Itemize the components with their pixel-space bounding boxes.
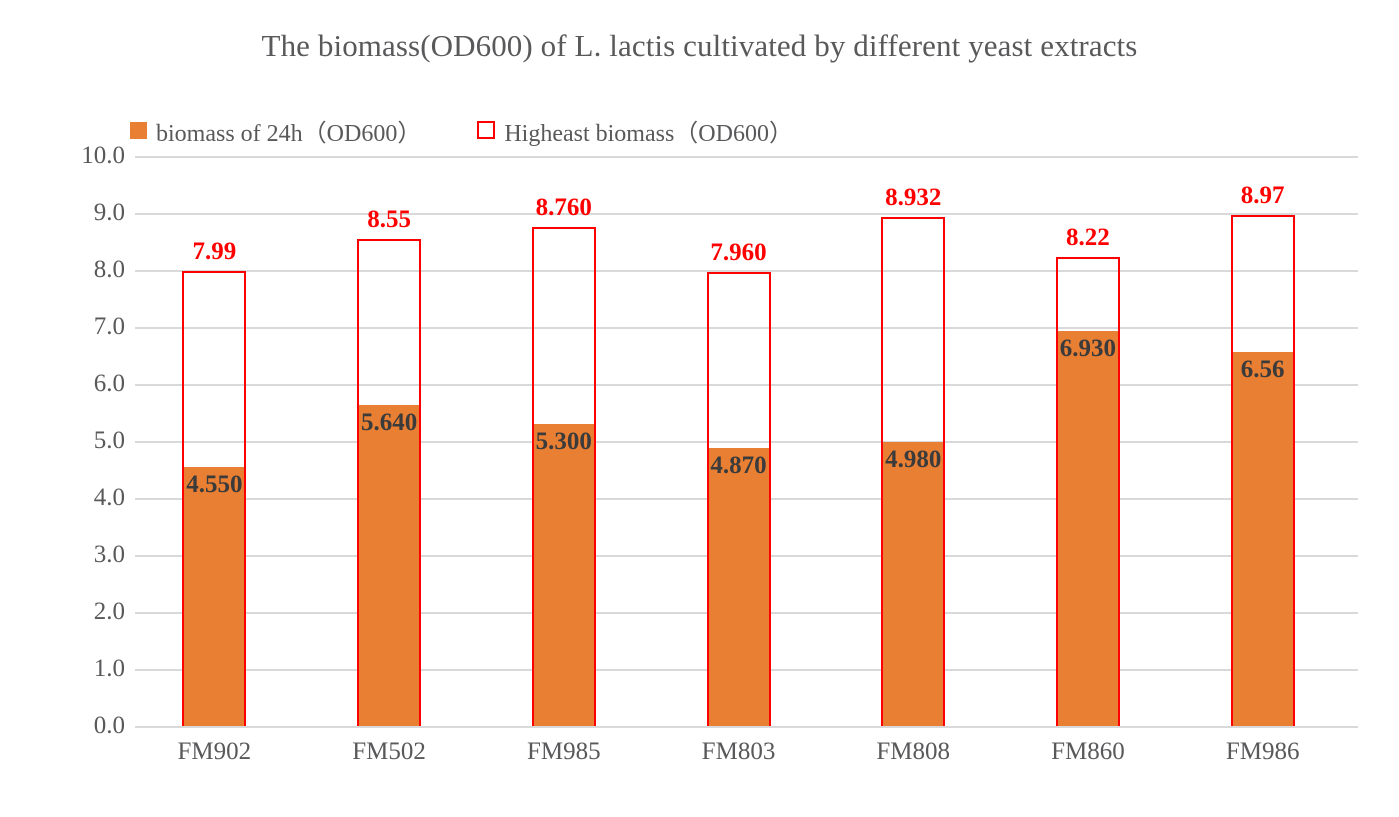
bar-biomass-24h[interactable] xyxy=(1230,352,1295,726)
gridline xyxy=(135,213,1358,215)
legend-label-highest-biomass: Higheast biomass（OD600） xyxy=(504,120,793,147)
gridline xyxy=(135,384,1358,386)
y-axis-tick-label: 0.0 xyxy=(93,712,125,739)
legend-label-biomass-24h: biomass of 24h（OD600） xyxy=(156,120,422,147)
bar-label-biomass-24h: 5.640 xyxy=(360,408,418,436)
y-axis-tick-label: 5.0 xyxy=(93,427,125,454)
bar-label-highest-biomass: 7.99 xyxy=(192,237,237,265)
bar-label-highest-biomass: 8.97 xyxy=(1240,181,1285,209)
y-axis-tick-label: 1.0 xyxy=(93,655,125,682)
bar-label-highest-biomass: 7.960 xyxy=(710,239,767,267)
y-axis-tick-label: 6.0 xyxy=(93,370,125,397)
bar-biomass-24h[interactable] xyxy=(706,448,771,726)
bar-label-biomass-24h: 6.56 xyxy=(1240,356,1285,384)
bar-label-highest-biomass: 8.760 xyxy=(535,193,592,221)
chart-title: The biomass(OD600) of L. lactis cultivat… xyxy=(261,28,1138,63)
x-axis-tick-label: FM860 xyxy=(1051,738,1125,765)
x-axis-tick-label: FM803 xyxy=(701,738,776,765)
y-axis-tick-label: 2.0 xyxy=(93,598,125,625)
x-axis-tick-label: FM808 xyxy=(876,738,951,765)
plot-area: 7.99 4.550 8.55 5.640 8.760 5.300 7.960 4.870 8.… xyxy=(135,156,1358,728)
gridline xyxy=(135,156,1358,158)
bar-label-highest-biomass: 8.932 xyxy=(885,183,942,211)
bar-biomass-24h[interactable] xyxy=(1055,331,1120,726)
y-axis-tick-label: 10.0 xyxy=(81,142,125,169)
filled-square-icon xyxy=(130,121,147,139)
bar-group[interactable]: 7.960 4.870 xyxy=(706,156,771,726)
bar-label-biomass-24h: 4.870 xyxy=(710,452,767,480)
bar-group[interactable]: 8.760 5.300 xyxy=(531,156,596,726)
legend-item-biomass-24h[interactable]: biomass of 24h（OD600） xyxy=(130,113,421,148)
bar-label-biomass-24h: 5.300 xyxy=(535,427,592,455)
bar-group[interactable]: 8.22 6.930 xyxy=(1055,156,1120,726)
y-axis-tick-label: 9.0 xyxy=(93,199,125,226)
y-axis-tick-label: 3.0 xyxy=(93,541,125,568)
chart-legend: biomass of 24h（OD600） Higheast biomass（O… xyxy=(130,113,793,147)
legend-item-highest-biomass[interactable]: Higheast biomass（OD600） xyxy=(477,113,793,148)
y-axis-tick-label: 4.0 xyxy=(93,484,125,511)
y-axis-tick-label: 8.0 xyxy=(93,256,125,283)
gridline xyxy=(135,726,1358,728)
x-axis-tick-label: FM986 xyxy=(1225,738,1300,765)
bar-label-highest-biomass: 8.22 xyxy=(1066,224,1110,252)
bar-label-biomass-24h: 4.980 xyxy=(885,446,942,474)
bar-label-biomass-24h: 4.550 xyxy=(186,470,243,498)
gridline xyxy=(135,270,1358,272)
gridline xyxy=(135,327,1358,329)
bar-group[interactable]: 8.932 4.980 xyxy=(881,156,946,726)
bar-biomass-24h[interactable] xyxy=(357,404,422,726)
bar-biomass-24h[interactable] xyxy=(182,466,247,726)
x-axis-tick-label: FM985 xyxy=(526,738,601,765)
bar-biomass-24h[interactable] xyxy=(531,423,596,726)
bar-label-highest-biomass: 8.55 xyxy=(367,205,411,233)
bar-group[interactable]: 7.99 4.550 xyxy=(182,156,247,726)
outline-square-icon xyxy=(477,121,496,139)
bar-biomass-24h[interactable] xyxy=(881,442,946,726)
gridline xyxy=(135,441,1358,443)
bar-group[interactable]: 8.97 6.56 xyxy=(1230,156,1295,726)
x-axis-tick-label: FM902 xyxy=(177,738,252,765)
bar-group[interactable]: 8.55 5.640 xyxy=(357,156,422,726)
y-axis-tick-label: 7.0 xyxy=(93,313,125,340)
x-axis-tick-label: FM502 xyxy=(352,738,426,765)
bar-label-biomass-24h: 6.930 xyxy=(1059,335,1117,362)
